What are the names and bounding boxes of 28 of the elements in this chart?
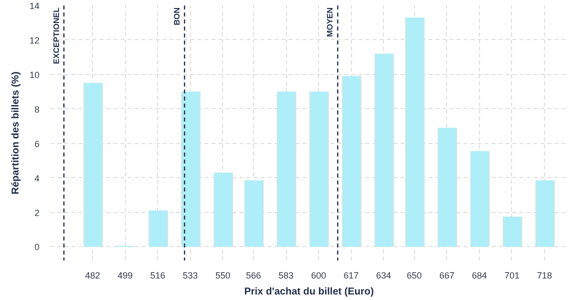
x-tick-label: 499 — [118, 270, 133, 280]
ref-line-label: EXCEPTIONEL — [52, 7, 61, 64]
ref-line-label: BON — [172, 7, 182, 26]
x-tick-label: 617 — [344, 270, 359, 280]
x-tick-label: 550 — [215, 270, 230, 280]
y-tick-label: 2 — [34, 208, 40, 218]
x-tick-label: 566 — [246, 270, 261, 280]
x-tick-label: 718 — [537, 270, 552, 280]
x-tick-label: 701 — [504, 270, 520, 280]
y-tick-label: 4 — [34, 173, 40, 184]
y-tick-label: 12 — [29, 35, 40, 46]
x-tick-label: 634 — [376, 270, 392, 280]
y-tick-label: 6 — [34, 138, 40, 149]
x-tick-label: 583 — [278, 270, 294, 280]
x-axis-title: Prix d'achat du billet (Euro) — [244, 286, 374, 298]
y-tick-label: 10 — [29, 70, 40, 80]
y-tick-label: 14 — [29, 1, 40, 11]
x-tick-label: 533 — [182, 270, 198, 280]
y-axis-title: Répartition des billets (%) — [10, 72, 22, 194]
y-tick-label: 8 — [34, 104, 40, 114]
x-tick-label: 667 — [439, 270, 454, 280]
ref-line-label: MOYEN — [326, 7, 335, 37]
x-tick-label: 482 — [85, 270, 100, 280]
x-tick-label: 684 — [472, 270, 487, 280]
x-tick-label: 516 — [150, 270, 166, 280]
x-tick-label: 650 — [406, 270, 422, 280]
y-tick-label: 0 — [34, 242, 40, 252]
x-tick-label: 600 — [311, 270, 326, 280]
